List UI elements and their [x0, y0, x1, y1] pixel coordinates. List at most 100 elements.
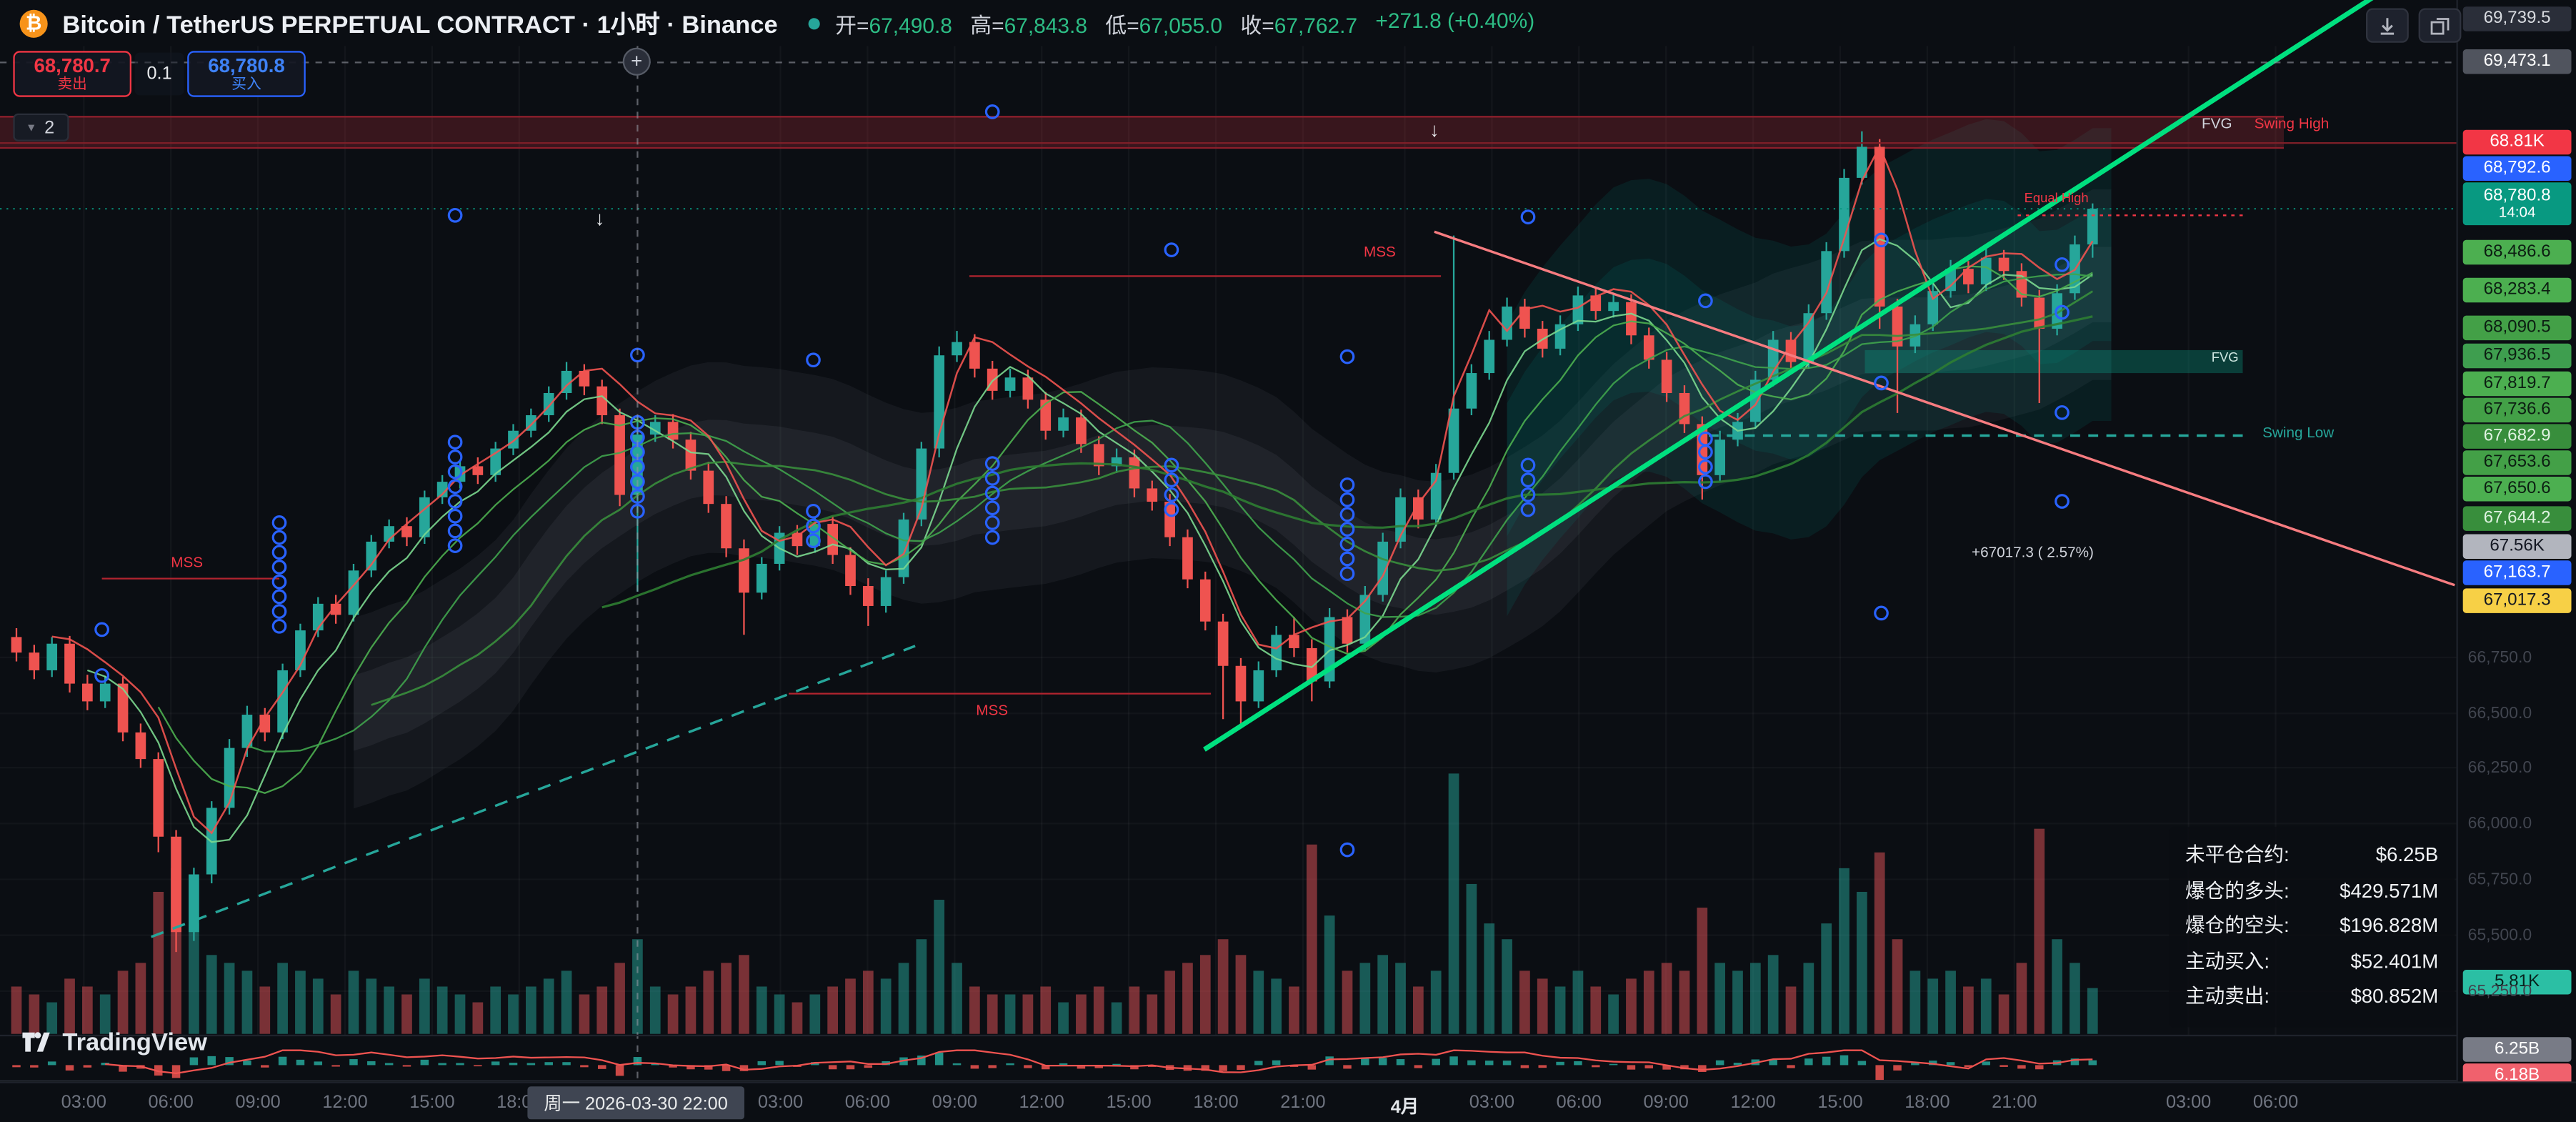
price-axis-label: 67,736.6 — [2462, 397, 2572, 423]
volume-bar — [1147, 994, 1158, 1034]
volume-bar — [1076, 994, 1087, 1034]
volume-bar — [454, 994, 466, 1034]
signal-marker — [1339, 349, 1355, 364]
ohlc-low-label: 低= — [1105, 12, 1139, 37]
delta-bar — [1467, 1060, 1476, 1066]
delta-bar — [526, 1063, 536, 1066]
volume-bar — [1289, 986, 1299, 1034]
delta-bar — [1893, 1065, 1902, 1071]
candle-body — [756, 563, 767, 593]
price-axis-label: 69,739.5 — [2462, 6, 2572, 31]
time-axis-tick: 06:00 — [148, 1093, 194, 1113]
candle-body — [1608, 302, 1619, 312]
restore-layout-button[interactable] — [2418, 8, 2462, 43]
signal-marker — [447, 538, 463, 553]
volume-bar — [1484, 923, 1495, 1034]
signal-marker — [984, 104, 1000, 119]
candle-body — [99, 683, 111, 702]
price-axis-tick: 66,750.0 — [2467, 649, 2532, 667]
delta-bar — [225, 1057, 234, 1066]
volume-bar — [862, 970, 874, 1034]
download-button[interactable] — [2366, 8, 2409, 43]
chart-canvas[interactable] — [0, 0, 2457, 1082]
time-axis-tick: 21:00 — [1992, 1093, 2037, 1113]
quantity-field[interactable]: 0.1 — [134, 52, 184, 96]
candle-body — [1040, 399, 1052, 431]
volume-bar — [401, 994, 412, 1034]
candle-body — [189, 874, 199, 933]
ohlc-close-value: 67,762.7 — [1274, 12, 1358, 37]
indicators-collapse-pill[interactable]: ▾ 2 — [13, 113, 69, 142]
volume-bar — [916, 939, 927, 1034]
trendline — [1203, 0, 2374, 752]
volume-bar — [739, 955, 749, 1034]
price-axis[interactable]: 69,739.5 69,473.1 68.81K 68,792.6 68,780.8 14… — [2456, 0, 2576, 1088]
info-value: $52.401M — [2350, 949, 2439, 973]
candle-body — [969, 342, 980, 369]
buy-button[interactable]: 68,780.8 买入 — [187, 51, 306, 97]
crosshair-add-alert-button[interactable]: + — [622, 47, 651, 76]
volume-bar — [2034, 828, 2045, 1034]
signal-marker — [1874, 375, 1889, 391]
volume-bar — [419, 978, 430, 1034]
signal-marker — [1520, 457, 1536, 473]
volume-bar — [46, 1002, 58, 1034]
info-row: 未平仓合约: $6.25B — [2185, 838, 2438, 873]
candle-body — [2087, 209, 2098, 245]
delta-bar — [2035, 1065, 2044, 1070]
delta-bar — [934, 1052, 944, 1066]
trendline — [1434, 230, 2455, 587]
info-row: 主动卖出: $80.852M — [2185, 980, 2438, 1015]
signal-marker — [806, 518, 821, 534]
delta-bar — [1237, 1065, 1245, 1071]
delta-bar — [119, 1065, 127, 1072]
candle-body — [224, 748, 235, 808]
sell-price: 68,780.7 — [34, 54, 111, 78]
price-axis-label: 67,017.3 — [2462, 588, 2572, 613]
delta-bar — [722, 1065, 731, 1071]
delta-bar — [917, 1056, 926, 1066]
price-axis-tick: 66,250.0 — [2467, 759, 2532, 778]
delta-bar — [562, 1062, 571, 1066]
signal-marker — [1698, 474, 1713, 490]
delta-bar — [1041, 1065, 1050, 1070]
signal-marker — [630, 503, 645, 519]
indicator-cloud — [353, 247, 2112, 751]
candle-body — [1147, 488, 1158, 502]
price-axis-label: 69,473.1 — [2462, 49, 2572, 74]
candle-body — [1022, 377, 1034, 400]
delta-bar — [651, 1063, 659, 1066]
volume-bar — [1430, 970, 1442, 1034]
delta-bar — [1520, 1065, 1529, 1068]
signal-marker — [271, 545, 287, 560]
volume-bar — [614, 963, 625, 1034]
info-row: 主动买入: $52.401M — [2185, 944, 2438, 979]
delta-bar — [988, 1065, 997, 1068]
volume-bar — [295, 970, 306, 1034]
time-axis-tick: 21:00 — [1280, 1093, 1326, 1113]
volume-bar — [1324, 915, 1335, 1034]
info-value: $196.828M — [2340, 913, 2439, 937]
info-value: $6.25B — [2375, 843, 2439, 867]
price-axis-label: 68,780.8 14:04 — [2462, 182, 2572, 226]
ohlc-open-label: 开= — [835, 12, 869, 37]
delta-bar — [1592, 1065, 1600, 1068]
fvg-band — [1864, 349, 2243, 374]
price-axis-tick: 66,500.0 — [2467, 705, 2532, 723]
signal-marker — [447, 494, 463, 509]
time-axis[interactable]: 周一 2026-03-30 22:00 03:00 06:00 09:00 12:00… — [0, 1081, 2576, 1122]
volume-bar — [1395, 963, 1406, 1034]
volume-bar — [99, 994, 111, 1034]
signal-marker — [1520, 472, 1536, 487]
volume-bar — [987, 994, 998, 1034]
info-label: 爆仓的多头: — [2185, 878, 2290, 902]
signal-marker — [984, 500, 1000, 516]
volume-bar — [1572, 970, 1584, 1034]
tradingview-watermark[interactable]: TradingView — [20, 1026, 207, 1058]
price-axis-label: 67,644.2 — [2462, 506, 2572, 531]
symbol-title[interactable]: Bitcoin / TetherUS PERPETUAL CONTRACT · … — [62, 10, 778, 39]
sell-button[interactable]: 68,780.7 卖出 — [13, 51, 132, 97]
delta-bar — [1662, 1065, 1671, 1070]
ohlc-high-label: 高= — [970, 12, 1004, 37]
